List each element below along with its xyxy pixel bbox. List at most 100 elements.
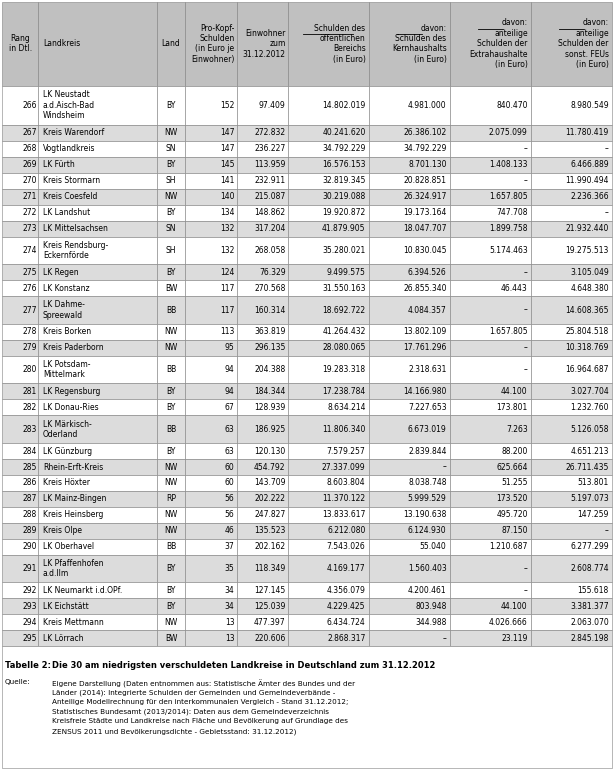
Bar [531, 631, 612, 646]
Text: 2.318.631: 2.318.631 [408, 365, 446, 374]
Text: Kreis Rendsburg-
Eckernförde: Kreis Rendsburg- Eckernförde [43, 241, 108, 260]
Bar [38, 582, 157, 598]
Bar [157, 383, 185, 400]
Text: 6.212.080: 6.212.080 [327, 527, 365, 535]
Bar [185, 324, 236, 340]
Bar [185, 415, 236, 443]
Text: 2.839.844: 2.839.844 [408, 447, 446, 456]
Bar [531, 141, 612, 157]
Bar [236, 157, 288, 172]
Text: 6.277.299: 6.277.299 [570, 542, 608, 551]
Bar [369, 507, 450, 523]
Bar [38, 264, 157, 280]
Bar [288, 582, 369, 598]
Text: 26.324.917: 26.324.917 [403, 192, 446, 201]
Text: 132: 132 [220, 224, 235, 233]
Text: 160.314: 160.314 [254, 306, 286, 315]
Text: 147: 147 [220, 129, 235, 137]
Bar [185, 141, 236, 157]
Bar [369, 539, 450, 555]
Text: 30.219.088: 30.219.088 [322, 192, 365, 201]
Bar [38, 539, 157, 555]
Text: Länder (2014): Integrierte Schulden der Gemeinden und Gemeindeverbände -: Länder (2014): Integrierte Schulden der … [52, 689, 335, 695]
Text: 202.222: 202.222 [255, 494, 286, 504]
Text: 625.664: 625.664 [496, 463, 527, 471]
Bar [236, 236, 288, 264]
Text: 6.434.724: 6.434.724 [327, 618, 365, 627]
Bar [157, 264, 185, 280]
Text: –: – [524, 306, 527, 315]
Bar [450, 205, 531, 221]
Text: 5.126.058: 5.126.058 [570, 425, 608, 434]
Text: 35.280.021: 35.280.021 [322, 246, 365, 255]
Text: 60: 60 [225, 463, 235, 471]
Text: Statistisches Bundesamt (2013/2014): Daten aus dem Gemeindeverzeichnis: Statistisches Bundesamt (2013/2014): Dat… [52, 708, 329, 715]
Text: 118.349: 118.349 [254, 564, 286, 573]
Text: 272.832: 272.832 [254, 129, 286, 137]
Bar [157, 507, 185, 523]
Bar [450, 631, 531, 646]
Text: 279: 279 [22, 343, 37, 353]
Bar [531, 507, 612, 523]
Bar [236, 400, 288, 415]
Bar [2, 157, 38, 172]
Bar [2, 383, 38, 400]
Text: 294: 294 [22, 618, 37, 627]
Bar [531, 491, 612, 507]
Bar [185, 614, 236, 631]
Bar [236, 296, 288, 324]
Text: Kreis Paderborn: Kreis Paderborn [43, 343, 104, 353]
Text: 60: 60 [225, 478, 235, 487]
Bar [288, 598, 369, 614]
Text: –: – [524, 144, 527, 153]
Text: 18.692.722: 18.692.722 [322, 306, 365, 315]
Bar [185, 400, 236, 415]
Text: NW: NW [165, 463, 177, 471]
Bar [236, 324, 288, 340]
Text: 266: 266 [22, 101, 37, 109]
Bar [288, 415, 369, 443]
Text: 1.560.403: 1.560.403 [408, 564, 446, 573]
Bar [157, 523, 185, 539]
Bar [185, 280, 236, 296]
Text: 273: 273 [22, 224, 37, 233]
Bar [157, 157, 185, 172]
Bar [185, 539, 236, 555]
Text: 284: 284 [22, 447, 37, 456]
Bar [2, 523, 38, 539]
Text: 141: 141 [220, 176, 235, 186]
Text: NW: NW [165, 478, 177, 487]
Text: 4.026.666: 4.026.666 [489, 618, 527, 627]
Text: 13: 13 [225, 634, 235, 643]
Text: 1.657.805: 1.657.805 [489, 327, 527, 336]
Text: –: – [524, 564, 527, 573]
Bar [369, 85, 450, 125]
Text: 145: 145 [220, 160, 235, 169]
Text: 270.568: 270.568 [254, 284, 286, 293]
Text: 280: 280 [22, 365, 37, 374]
Bar [531, 400, 612, 415]
Bar [450, 400, 531, 415]
Bar [2, 141, 38, 157]
Bar [531, 205, 612, 221]
Bar [450, 221, 531, 236]
Text: 2.236.366: 2.236.366 [570, 192, 608, 201]
Text: 271: 271 [22, 192, 37, 201]
Bar [157, 280, 185, 296]
Text: BY: BY [166, 208, 176, 217]
Text: 18.047.707: 18.047.707 [403, 224, 446, 233]
Bar [369, 383, 450, 400]
Text: 3.105.049: 3.105.049 [570, 268, 608, 276]
Text: –: – [524, 365, 527, 374]
Bar [236, 415, 288, 443]
Bar [369, 555, 450, 582]
Bar [531, 85, 612, 125]
Text: LK Günzburg: LK Günzburg [43, 447, 92, 456]
Bar [236, 221, 288, 236]
Bar [2, 614, 38, 631]
Bar [531, 415, 612, 443]
Text: 290: 290 [22, 542, 37, 551]
Text: 63: 63 [225, 447, 235, 456]
Bar [531, 2, 612, 85]
Text: 34: 34 [225, 586, 235, 595]
